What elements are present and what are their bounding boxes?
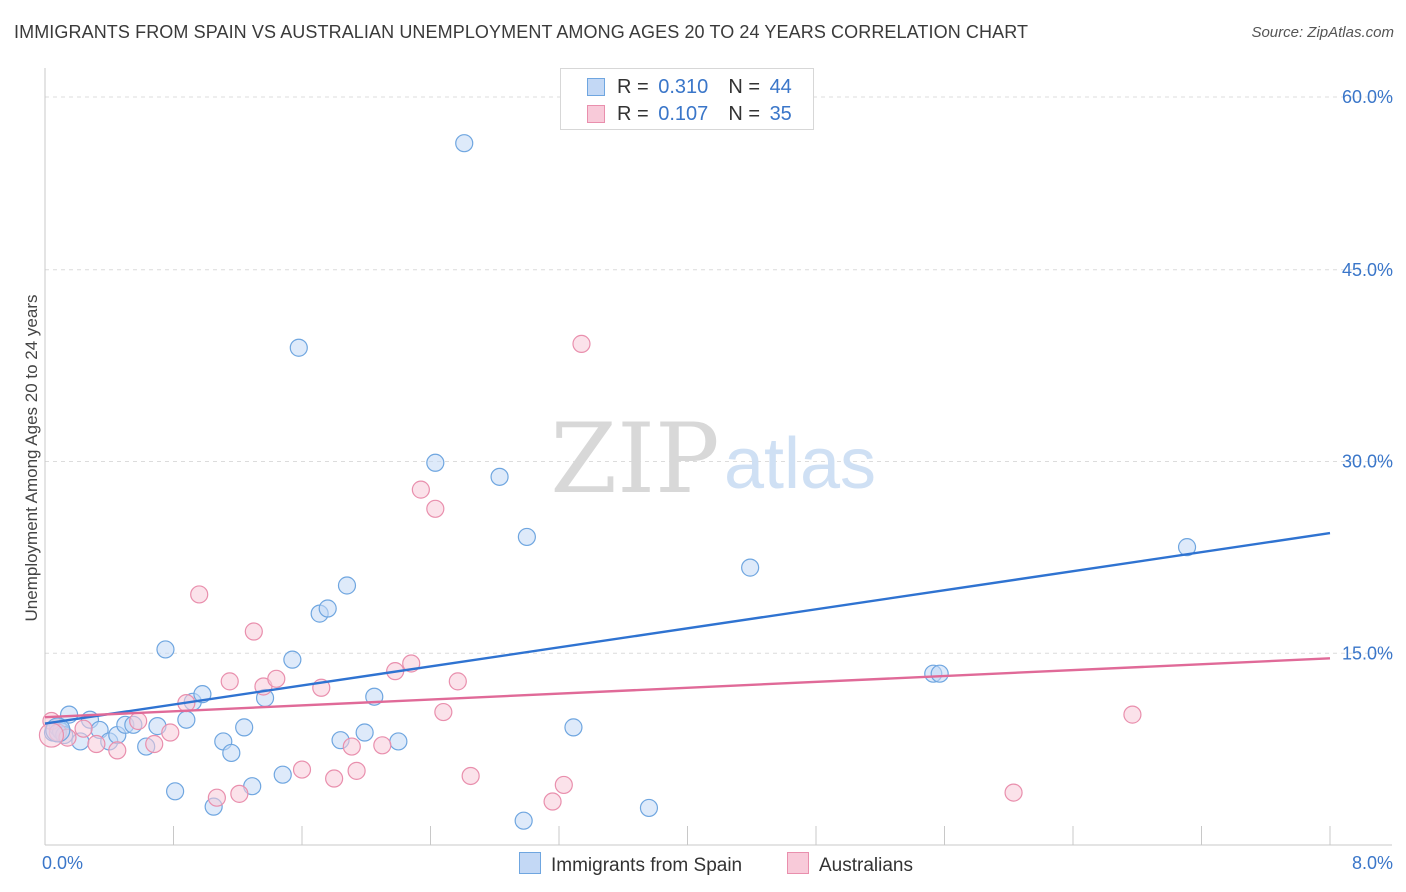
spain-point — [639, 798, 659, 818]
trend-lines — [44, 531, 1331, 725]
australians-point — [1004, 783, 1023, 802]
spain-point — [517, 527, 536, 547]
australians-point-cluster — [38, 722, 65, 748]
spain-point — [337, 576, 357, 595]
spain-point — [156, 640, 175, 659]
legend-item-spain[interactable]: Immigrants from Spain — [519, 852, 742, 876]
x-tick-label: 8.0% — [1352, 853, 1393, 873]
spain-point — [389, 732, 408, 751]
spain-point — [283, 650, 302, 669]
watermark: ZIP atlas — [550, 403, 876, 515]
legend-r-label: R = — [617, 103, 649, 125]
australians-point — [145, 734, 164, 754]
australians-point — [230, 784, 249, 803]
chart-title: IMMIGRANTS FROM SPAIN VS AUSTRALIAN UNEM… — [14, 22, 1029, 42]
watermark-atlas: atlas — [724, 424, 876, 504]
spain-point — [318, 599, 337, 618]
y-tick-label: 30.0% — [1342, 452, 1393, 472]
gridlines — [45, 96, 1392, 654]
legend-label-spain: Immigrants from Spain — [551, 855, 743, 876]
australians-point — [411, 480, 430, 499]
australians-point — [129, 711, 148, 731]
correlation-legend: R = 0.310 N = 44 R = 0.107 N = 35 — [560, 68, 814, 130]
spain-point — [289, 338, 308, 357]
legend-n-label: N = — [728, 76, 760, 98]
australians-point — [220, 672, 239, 691]
australians-point — [434, 702, 453, 722]
australians-point — [426, 499, 445, 518]
australians-point — [244, 622, 263, 641]
spain-point — [741, 558, 760, 577]
legend-n-value: 35 — [769, 103, 792, 125]
y-tick-label: 45.0% — [1342, 260, 1393, 280]
spain-point — [355, 723, 374, 742]
spain-trend-line — [44, 531, 1331, 725]
australians-point — [325, 769, 344, 788]
data-points — [38, 134, 1197, 830]
spain-point — [177, 710, 196, 729]
australians-point — [373, 736, 392, 755]
australians-point — [1123, 705, 1142, 724]
legend-n-value: 44 — [769, 76, 792, 98]
australians-point — [572, 334, 591, 353]
spain-point — [1177, 538, 1197, 557]
australians-point — [461, 766, 480, 786]
legend-swatch-blue — [519, 852, 541, 874]
australians-point — [554, 775, 573, 795]
x-tick-label: 0.0% — [42, 853, 83, 873]
legend-row-australians: R = 0.107 N = 35 — [587, 102, 792, 126]
legend-swatch-pink — [587, 105, 605, 123]
y-axis-label: Unemployment Among Ages 20 to 24 years — [22, 294, 41, 622]
legend-r-value: 0.107 — [658, 103, 709, 125]
spain-point — [930, 664, 949, 683]
australians-point — [87, 734, 106, 754]
australians-point — [267, 669, 286, 688]
tick-labels: 15.0% 30.0% 45.0% 60.0% 0.0% 8.0% — [42, 87, 1393, 873]
australians-point — [448, 672, 467, 691]
spain-point — [166, 782, 185, 801]
australians-point — [190, 585, 209, 604]
australians-point — [108, 741, 127, 760]
spain-point — [235, 718, 254, 737]
axes — [44, 68, 1392, 846]
spain-point — [273, 765, 292, 784]
y-tick-label: 15.0% — [1342, 643, 1393, 663]
australians-point — [207, 788, 226, 807]
legend-r-label: R = — [617, 76, 649, 98]
australians-point — [292, 760, 312, 779]
australians-point — [342, 737, 361, 756]
australians-point — [161, 723, 180, 742]
australians-point — [74, 719, 93, 738]
spain-point — [490, 467, 509, 486]
spain-point — [426, 453, 445, 472]
source-credit: Source: ZipAtlas.com — [1251, 24, 1394, 41]
spain-point — [514, 811, 533, 830]
spain-point — [564, 718, 583, 737]
spain-point — [455, 134, 474, 153]
legend-swatch-pink — [787, 852, 809, 874]
legend-label-australians: Australians — [819, 855, 913, 876]
australians-point — [347, 761, 366, 780]
australians-trend-line — [44, 657, 1331, 719]
legend-item-australians[interactable]: Australians — [787, 852, 913, 876]
legend-n-label: N = — [728, 103, 760, 125]
y-tick-label: 60.0% — [1342, 87, 1393, 107]
legend-swatch-blue — [587, 78, 605, 96]
spain-point — [222, 743, 241, 763]
legend-r-value: 0.310 — [658, 76, 709, 98]
legend-row-spain: R = 0.310 N = 44 — [587, 75, 792, 99]
watermark-zip: ZIP — [550, 403, 719, 515]
australians-point — [543, 792, 562, 811]
